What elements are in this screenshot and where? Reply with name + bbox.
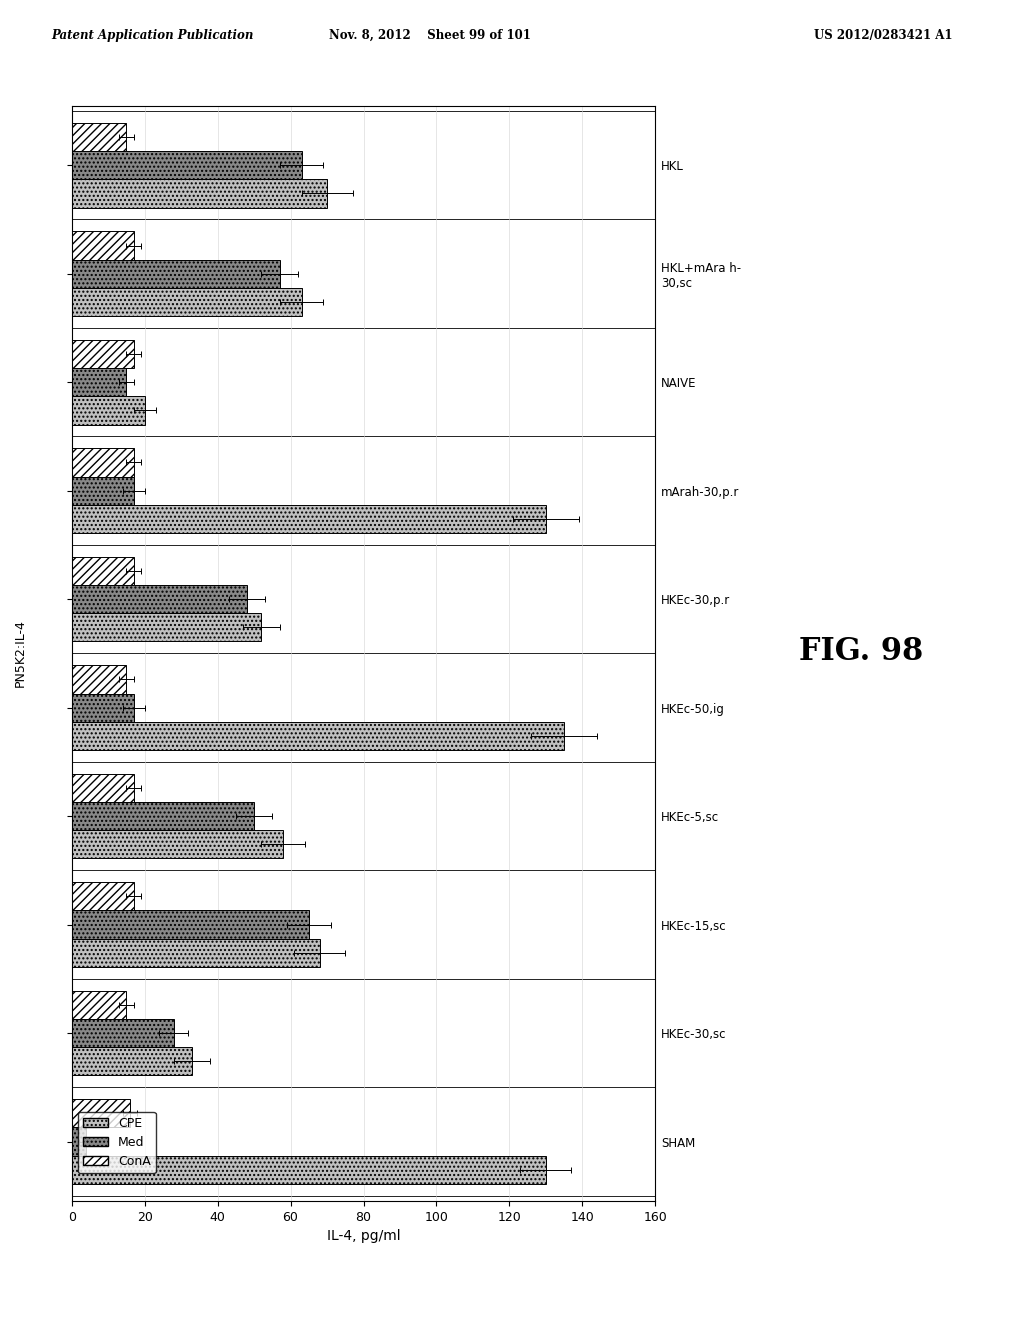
Bar xyxy=(72,1019,174,1047)
Legend: CPE, Med, ConA: CPE, Med, ConA xyxy=(78,1111,156,1173)
Text: FIG. 98: FIG. 98 xyxy=(799,636,923,667)
Bar xyxy=(72,614,261,642)
Bar xyxy=(72,1047,193,1076)
Bar xyxy=(72,123,126,152)
Bar xyxy=(72,557,134,585)
Bar xyxy=(72,449,134,477)
Text: Nov. 8, 2012    Sheet 99 of 101: Nov. 8, 2012 Sheet 99 of 101 xyxy=(329,29,531,42)
Bar xyxy=(72,882,134,911)
Bar xyxy=(72,152,301,180)
Bar xyxy=(72,774,134,803)
Bar xyxy=(72,1127,86,1155)
Text: Patent Application Publication: Patent Application Publication xyxy=(51,29,254,42)
Bar xyxy=(72,830,284,858)
Text: PN5K2:IL-4: PN5K2:IL-4 xyxy=(14,619,27,688)
Bar xyxy=(72,504,546,533)
Bar xyxy=(72,231,134,260)
Bar xyxy=(72,477,134,504)
Bar xyxy=(72,911,309,939)
Bar xyxy=(72,803,254,830)
Bar xyxy=(72,260,280,288)
Bar xyxy=(72,396,144,425)
X-axis label: IL-4, pg/ml: IL-4, pg/ml xyxy=(327,1229,400,1243)
Bar xyxy=(72,585,247,614)
Bar xyxy=(72,1155,546,1184)
Bar xyxy=(72,1100,130,1127)
Bar xyxy=(72,693,134,722)
Text: US 2012/0283421 A1: US 2012/0283421 A1 xyxy=(814,29,952,42)
Bar xyxy=(72,288,301,315)
Bar xyxy=(72,341,134,368)
Bar xyxy=(72,991,126,1019)
Bar xyxy=(72,665,126,693)
Bar xyxy=(72,939,319,966)
Bar xyxy=(72,368,126,396)
Bar xyxy=(72,180,327,207)
Bar xyxy=(72,722,564,750)
